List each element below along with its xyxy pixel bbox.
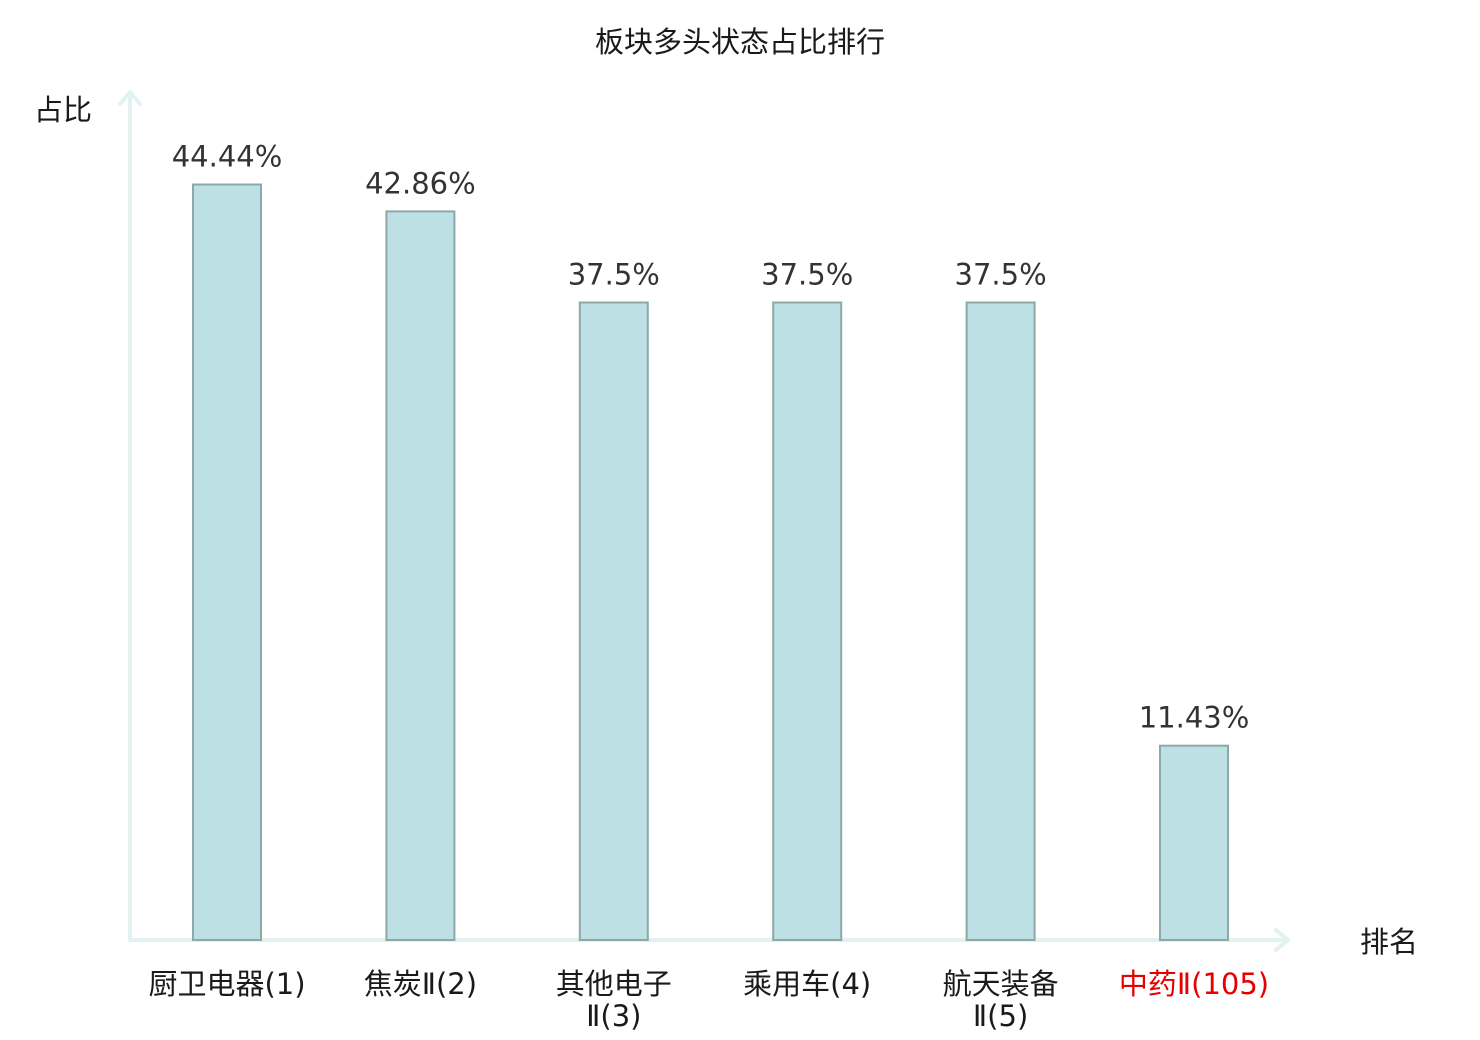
- bar-3: [772, 301, 843, 941]
- bars-group: [192, 183, 1229, 942]
- bar-5: [1159, 744, 1229, 942]
- value-labels-group: 44.44% 42.86% 37.5% 37.5% 37.5% 11.43%: [172, 140, 1250, 735]
- y-axis-label: 占比: [34, 93, 92, 127]
- value-label-1: 42.86%: [365, 166, 476, 200]
- value-label-4: 37.5%: [955, 258, 1047, 292]
- y-axis-arrow-icon: [118, 90, 142, 106]
- category-label-0: 厨卫电器(1): [148, 967, 305, 1001]
- bar-0: [192, 183, 262, 941]
- value-label-0: 44.44%: [172, 140, 283, 174]
- bar-1: [385, 210, 456, 941]
- value-label-2: 37.5%: [568, 258, 660, 292]
- x-axis-label: 排名: [1360, 925, 1418, 959]
- category-label-4-line-0: 航天装备: [943, 967, 1059, 1001]
- value-label-3: 37.5%: [761, 258, 853, 292]
- category-label-4-line-1: Ⅱ(5): [973, 999, 1028, 1033]
- category-label-5: 中药Ⅱ(105): [1119, 967, 1269, 1001]
- bar-4: [965, 301, 1036, 941]
- x-axis-arrow-icon: [1274, 928, 1290, 952]
- category-label-1: 焦炭Ⅱ(2): [364, 967, 477, 1001]
- value-label-5: 11.43%: [1139, 701, 1250, 735]
- category-label-2-line-0: 其他电子: [556, 967, 672, 1001]
- category-label-3: 乘用车(4): [743, 967, 871, 1001]
- chart-title: 板块多头状态占比排行: [595, 25, 885, 59]
- bar-2: [578, 301, 649, 941]
- category-label-2-line-1: Ⅱ(3): [586, 999, 641, 1033]
